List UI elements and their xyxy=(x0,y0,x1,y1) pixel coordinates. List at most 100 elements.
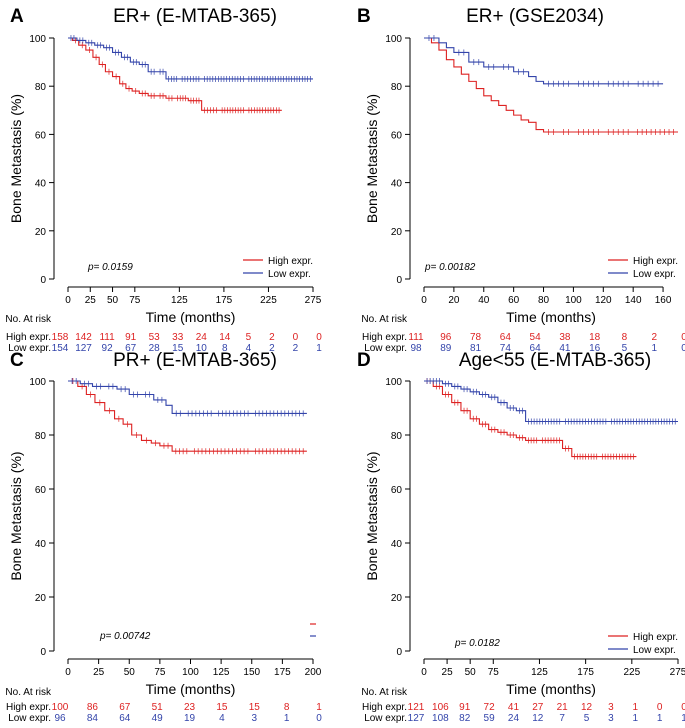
risk-count-high: 0 xyxy=(681,702,685,713)
x-tick-label: 0 xyxy=(421,295,427,306)
y-tick-label: 60 xyxy=(35,485,47,496)
risk-count-high: 8 xyxy=(284,702,290,713)
series-line-low xyxy=(68,37,313,80)
x-tick-label: 25 xyxy=(93,667,105,678)
risk-count-low: 64 xyxy=(119,713,131,724)
y-tick-label: 40 xyxy=(35,179,47,190)
y-tick-label: 100 xyxy=(385,377,402,388)
panel-c: C PR+ (E-MTAB-365)0 25 50 75 100 125 150 175 2000… xyxy=(5,350,322,724)
x-tick-label: 125 xyxy=(531,667,548,678)
risk-count-low: 1 xyxy=(316,343,322,354)
risk-header: No. At risk xyxy=(5,314,52,325)
risk-count-low: 12 xyxy=(532,713,544,724)
risk-count-high: 2 xyxy=(269,332,275,343)
risk-count-high: 53 xyxy=(149,332,161,343)
y-tick-label: 80 xyxy=(35,82,47,93)
risk-count-high: 1 xyxy=(316,702,322,713)
chart-title: Age<55 (E-MTAB-365) xyxy=(459,350,651,371)
risk-count-low: 0 xyxy=(316,713,322,724)
panel-a: A ER+ (E-MTAB-365)0 25 50 75 125 175 225 2750204… xyxy=(5,6,322,354)
risk-count-low: 1 xyxy=(651,343,657,354)
y-axis-label: Bone Metastasis (%) xyxy=(8,451,24,580)
risk-count-low: 59 xyxy=(484,713,496,724)
y-tick-label: 40 xyxy=(391,539,403,550)
risk-count-high: 121 xyxy=(408,702,425,713)
risk-count-low: 4 xyxy=(219,713,225,724)
x-axis-label: Time (months) xyxy=(146,309,236,325)
y-tick-label: 60 xyxy=(35,130,47,141)
risk-count-high: 100 xyxy=(52,702,69,713)
risk-count-low: 92 xyxy=(102,343,114,354)
chart-title: ER+ (E-MTAB-365) xyxy=(113,6,277,27)
risk-count-low: 127 xyxy=(75,343,92,354)
y-tick-label: 100 xyxy=(29,34,46,45)
risk-label-low: Low expr. xyxy=(8,343,51,354)
risk-count-low: 19 xyxy=(184,713,196,724)
panel-letter: D xyxy=(357,350,371,371)
risk-count-low: 127 xyxy=(408,713,425,724)
risk-count-high: 96 xyxy=(440,332,452,343)
x-tick-label: 25 xyxy=(442,667,454,678)
y-axis-label: Bone Metastasis (%) xyxy=(8,94,24,223)
y-tick-label: 80 xyxy=(391,82,403,93)
y-tick-label: 20 xyxy=(35,593,47,604)
y-tick-label: 100 xyxy=(385,34,402,45)
risk-count-high: 0 xyxy=(681,332,685,343)
y-tick-label: 80 xyxy=(35,431,47,442)
x-tick-label: 80 xyxy=(538,295,550,306)
legend-label-low: Low expr. xyxy=(633,645,676,656)
risk-count-low: 74 xyxy=(500,343,512,354)
risk-count-high: 78 xyxy=(470,332,482,343)
risk-count-high: 142 xyxy=(75,332,92,343)
y-tick-label: 0 xyxy=(40,275,46,286)
risk-count-high: 51 xyxy=(152,702,164,713)
x-tick-label: 150 xyxy=(243,667,260,678)
x-tick-label: 275 xyxy=(670,667,685,678)
censor-marks-high xyxy=(548,128,674,135)
x-tick-label: 75 xyxy=(154,667,166,678)
risk-count-low: 154 xyxy=(52,343,69,354)
risk-count-high: 91 xyxy=(125,332,137,343)
risk-count-low: 96 xyxy=(54,713,66,724)
p-value: p= 0.0159 xyxy=(87,262,133,273)
panel-letter: A xyxy=(10,6,24,27)
risk-count-low: 0 xyxy=(681,343,685,354)
risk-count-high: 64 xyxy=(500,332,512,343)
series-line-high xyxy=(68,37,282,111)
risk-label-high: High expr. xyxy=(6,702,51,713)
risk-header: No. At risk xyxy=(5,687,52,698)
x-tick-label: 75 xyxy=(129,295,141,306)
y-tick-label: 0 xyxy=(396,275,402,286)
risk-count-low: 3 xyxy=(608,713,614,724)
x-tick-label: 60 xyxy=(508,295,520,306)
y-tick-label: 0 xyxy=(40,647,46,658)
risk-count-low: 81 xyxy=(470,343,482,354)
risk-header: No. At risk xyxy=(361,687,408,698)
series-line-low xyxy=(424,37,664,85)
risk-count-low: 16 xyxy=(589,343,601,354)
x-axis-label: Time (months) xyxy=(506,681,596,697)
risk-count-high: 41 xyxy=(508,702,520,713)
risk-count-low: 24 xyxy=(508,713,520,724)
risk-count-high: 15 xyxy=(249,702,261,713)
risk-count-high: 23 xyxy=(184,702,196,713)
censor-marks-low xyxy=(426,378,676,425)
legend-label-high: High expr. xyxy=(268,256,313,267)
x-tick-label: 0 xyxy=(65,667,71,678)
risk-count-low: 67 xyxy=(125,343,137,354)
x-tick-label: 125 xyxy=(213,667,230,678)
risk-count-low: 28 xyxy=(149,343,161,354)
risk-count-low: 5 xyxy=(622,343,628,354)
x-tick-label: 225 xyxy=(623,667,640,678)
risk-label-low: Low expr. xyxy=(364,713,407,724)
y-tick-label: 0 xyxy=(396,647,402,658)
risk-count-high: 86 xyxy=(87,702,99,713)
risk-count-high: 1 xyxy=(632,702,638,713)
chart-title: PR+ (E-MTAB-365) xyxy=(113,350,277,371)
risk-count-high: 106 xyxy=(432,702,449,713)
censor-marks-low xyxy=(71,378,304,417)
risk-count-high: 24 xyxy=(196,332,208,343)
